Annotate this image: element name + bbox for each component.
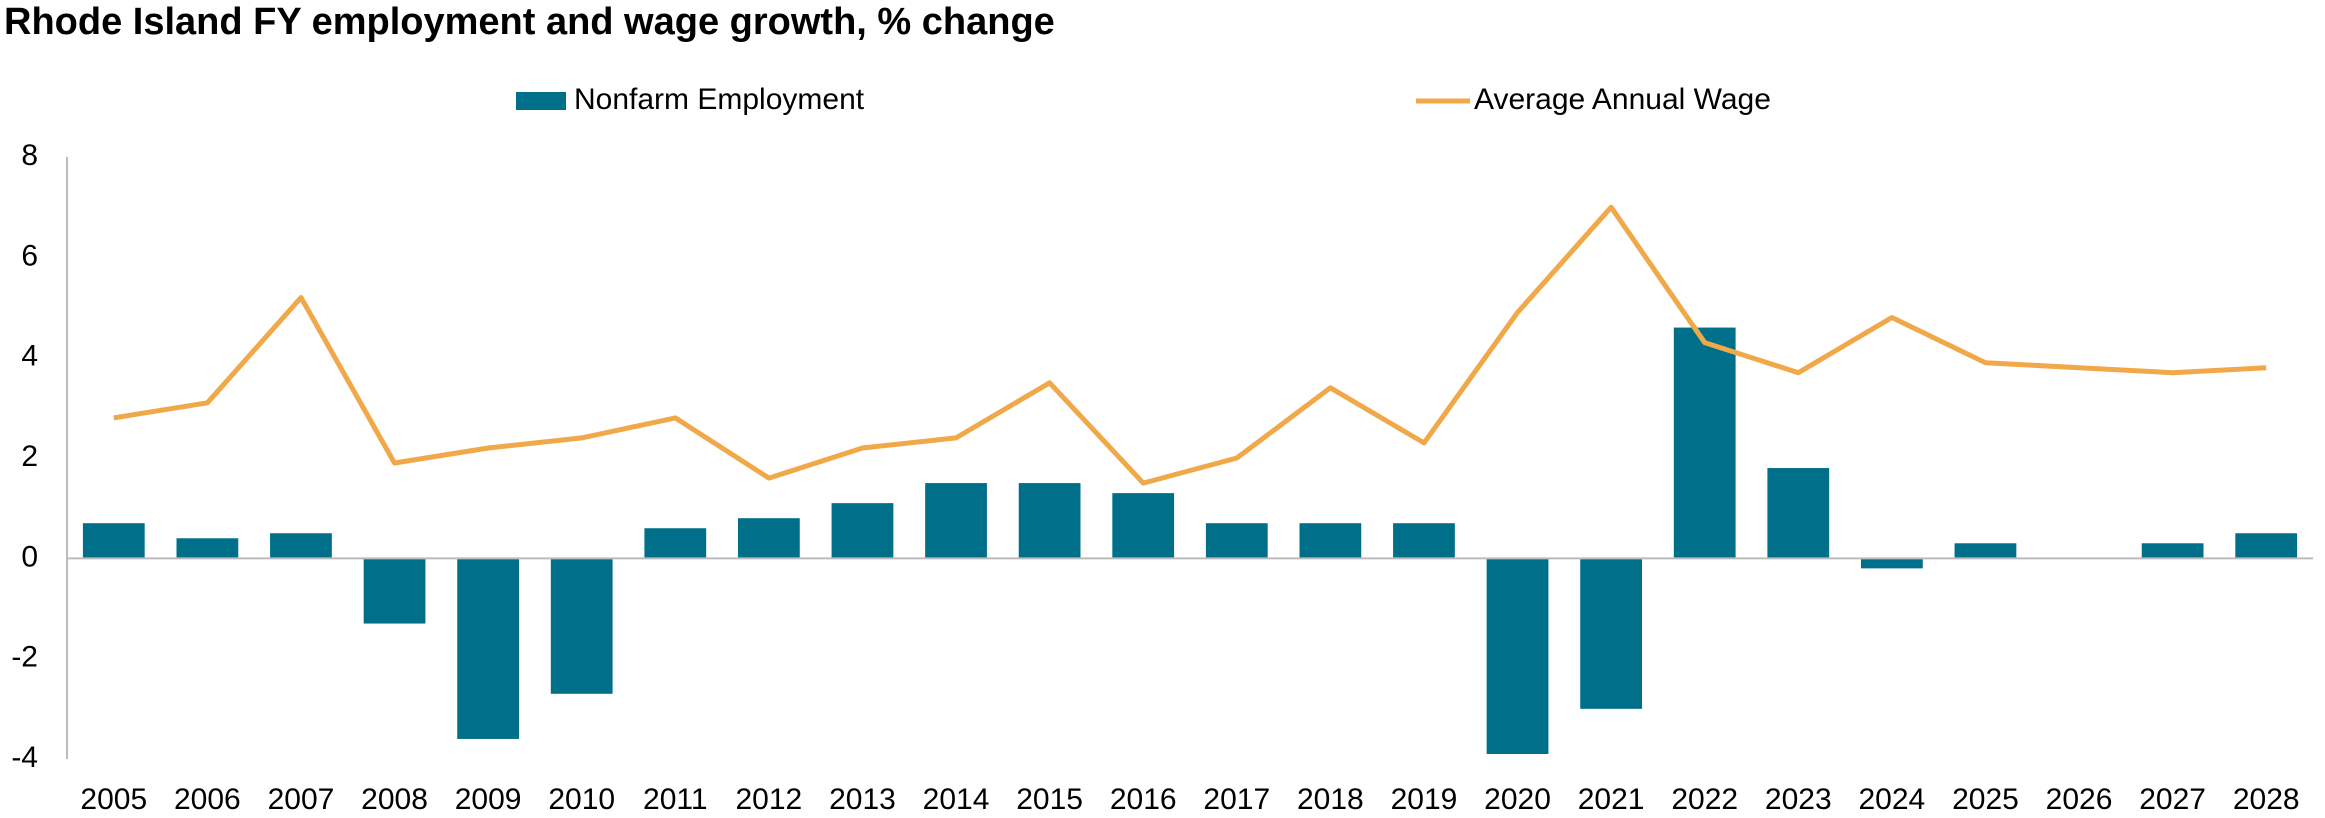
legend-label: Nonfarm Employment	[574, 83, 865, 116]
x-tick-label: 2021	[1578, 783, 1645, 816]
bar	[1393, 523, 1455, 559]
x-tick-label: 2027	[2139, 783, 2206, 816]
x-tick-label: 2011	[643, 783, 708, 816]
y-tick-label: 4	[21, 340, 38, 373]
bar	[1299, 523, 1362, 559]
y-tick-label: 8	[21, 139, 38, 172]
bar	[363, 558, 426, 624]
x-tick-label: 2009	[455, 783, 522, 816]
y-tick-label: -2	[11, 641, 38, 674]
bar	[2235, 533, 2298, 559]
x-tick-label: 2016	[1110, 783, 1177, 816]
x-tick-label: 2022	[1671, 783, 1738, 816]
y-tick-label: 6	[21, 239, 38, 272]
x-tick-label: 2015	[1016, 783, 1083, 816]
bar	[925, 483, 987, 559]
y-tick-label: -4	[11, 741, 38, 774]
x-tick-label: 2006	[174, 783, 241, 816]
x-tick-label: 2023	[1765, 783, 1832, 816]
bar	[1673, 327, 1736, 559]
x-tick-label: 2019	[1391, 783, 1458, 816]
x-tick-label: 2008	[361, 783, 428, 816]
line	[113, 204, 2267, 486]
x-tick-label: 2017	[1203, 783, 1270, 816]
y-tick-label: 2	[21, 440, 38, 473]
bar	[176, 538, 239, 559]
x-tick-label: 2007	[268, 783, 335, 816]
bar	[831, 503, 894, 559]
legend-swatch	[516, 92, 566, 110]
x-tick-label: 2005	[80, 783, 147, 816]
x-tick-label: 2024	[1859, 783, 1926, 816]
x-tick-label: 2012	[736, 783, 803, 816]
bar	[1018, 483, 1081, 559]
bar	[644, 528, 707, 559]
x-tick-label: 2025	[1952, 783, 2019, 816]
bar	[1112, 493, 1175, 559]
bar	[1767, 468, 1830, 559]
x-tick-label: 2028	[2233, 783, 2300, 816]
legend-label: Average Annual Wage	[1474, 83, 1771, 116]
x-tick-label: 2020	[1484, 783, 1551, 816]
bar	[82, 523, 145, 559]
chart-title: Rhode Island FY employment and wage grow…	[4, 1, 1055, 43]
x-tick-label: 2026	[2046, 783, 2113, 816]
bar	[550, 558, 613, 694]
x-tick-label: 2013	[829, 783, 896, 816]
bar	[457, 558, 520, 739]
x-tick-label: 2018	[1297, 783, 1364, 816]
bar	[1580, 558, 1643, 709]
y-tick-label: 0	[21, 540, 38, 573]
bar	[1954, 543, 2017, 559]
bar	[1205, 523, 1268, 559]
bar	[1860, 558, 1923, 569]
bar	[1486, 558, 1549, 754]
x-tick-label: 2014	[923, 783, 990, 816]
bar	[737, 518, 800, 559]
bar	[2141, 543, 2204, 559]
x-tick-label: 2010	[548, 783, 615, 816]
bar	[270, 533, 332, 559]
